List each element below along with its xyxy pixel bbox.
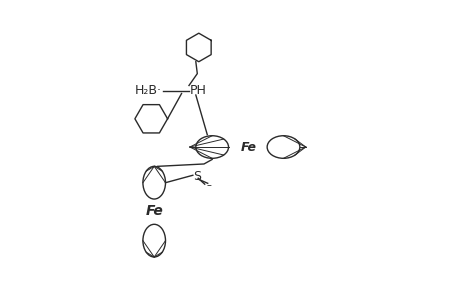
Text: –: – <box>206 180 211 190</box>
Text: H₂B·: H₂B· <box>134 84 161 97</box>
Text: Fe: Fe <box>240 140 256 154</box>
Text: S: S <box>192 170 201 183</box>
Text: PH: PH <box>190 84 206 97</box>
Text: Fe: Fe <box>145 204 163 218</box>
